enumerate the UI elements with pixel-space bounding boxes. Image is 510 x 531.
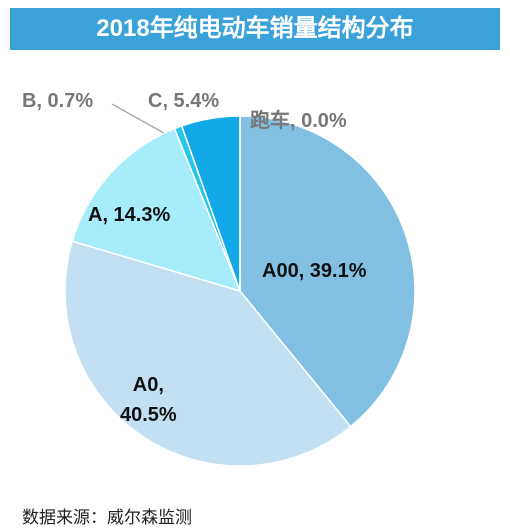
data-label: C, 5.4%	[148, 90, 220, 112]
pie-slice	[239, 115, 416, 428]
data-label: A0, 40.5%	[120, 374, 177, 426]
pie-slice	[71, 127, 242, 293]
data-label: 跑车, 0.0%	[250, 110, 347, 132]
data-label: A00, 39.1%	[262, 260, 367, 282]
chart-title: 2018年纯电动车销量结构分布	[10, 8, 500, 50]
pie-slice	[64, 240, 352, 467]
source: 数据来源：威尔森监测	[22, 508, 192, 527]
data-label: A, 14.3%	[88, 204, 171, 226]
data-label: B, 0.7%	[22, 90, 94, 112]
